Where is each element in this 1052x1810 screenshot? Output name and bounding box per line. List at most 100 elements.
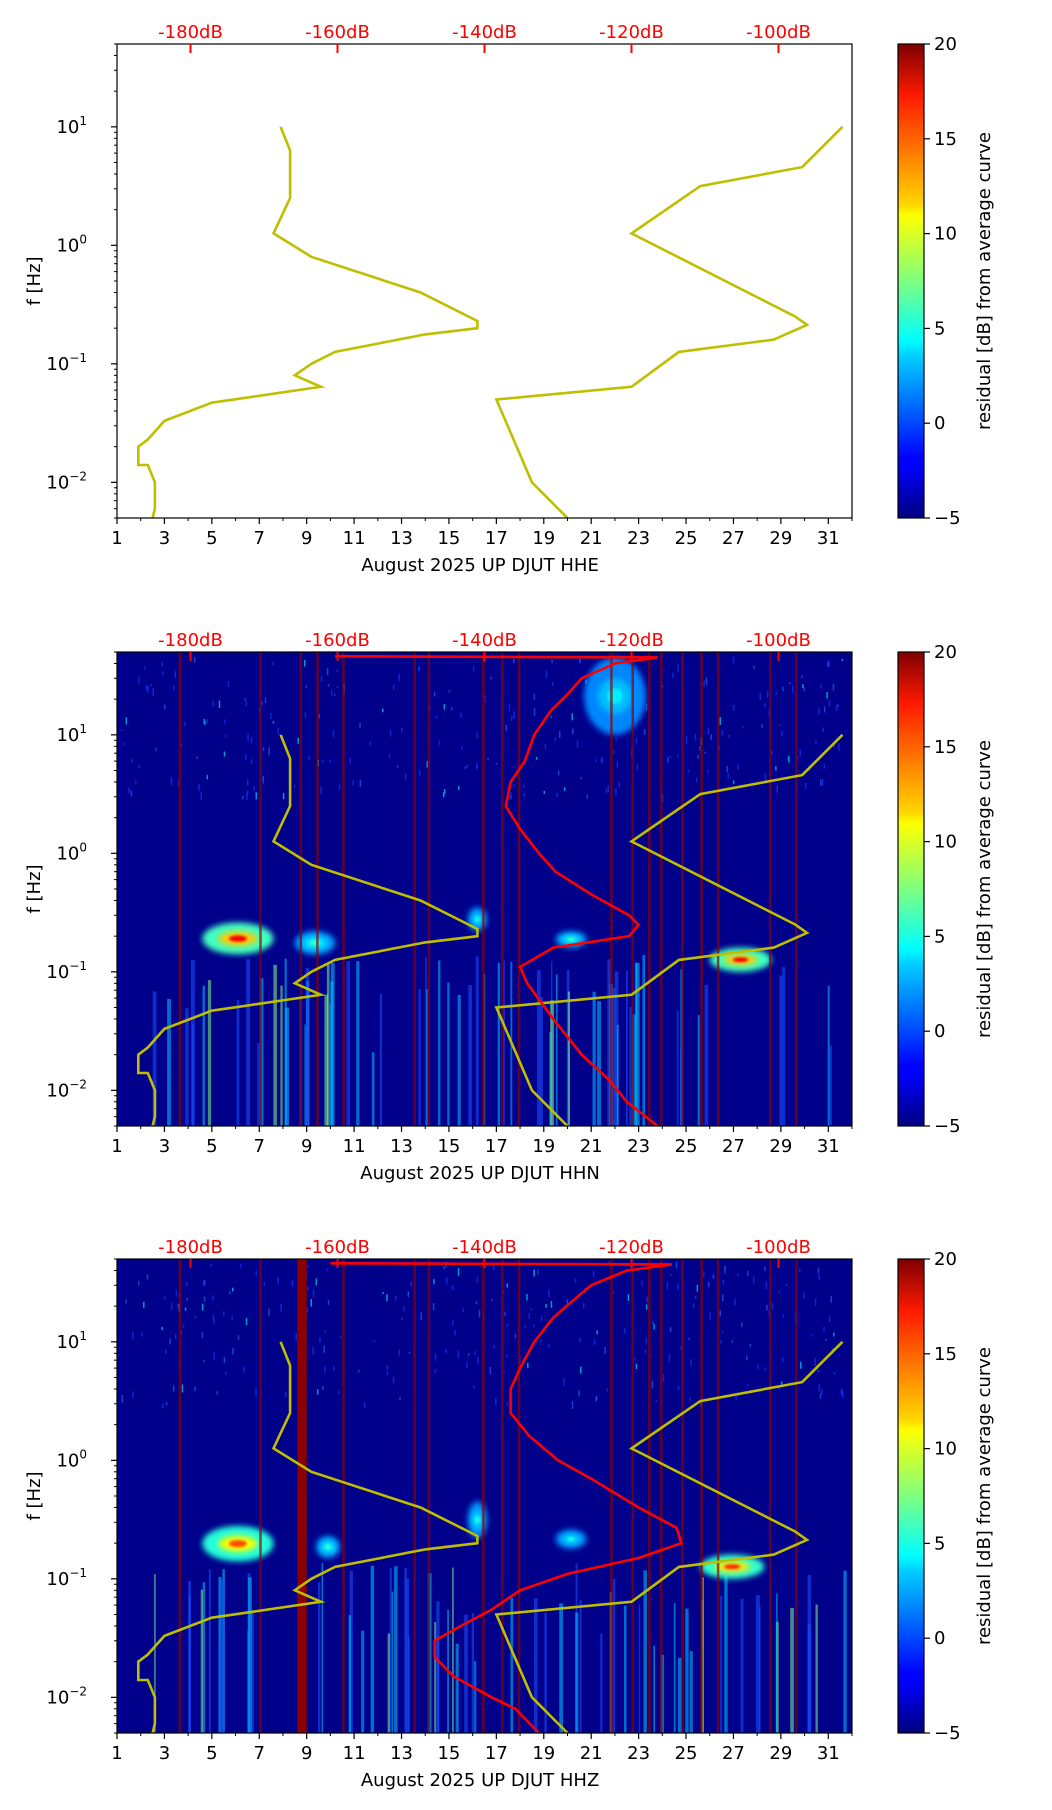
spectrogram-streak bbox=[624, 1605, 627, 1733]
spectrogram-speckle bbox=[369, 741, 372, 746]
spectrogram-streak bbox=[616, 1024, 619, 1126]
spectrogram-speckle bbox=[295, 1333, 297, 1341]
spectrogram-speckle bbox=[401, 1317, 403, 1321]
spectrogram-speckle bbox=[407, 1291, 410, 1298]
spectrogram-speckle bbox=[688, 1337, 690, 1340]
spectrogram-speckle bbox=[194, 1315, 196, 1319]
spectrogram-speckle bbox=[732, 656, 735, 664]
spectrogram-speckle bbox=[461, 746, 463, 750]
spectrogram-streak bbox=[642, 954, 646, 1126]
spectrogram-speckle bbox=[264, 697, 267, 704]
x-tick-label: 31 bbox=[817, 1743, 840, 1764]
energy-patch-core bbox=[325, 1544, 331, 1550]
spectrogram-speckle bbox=[434, 1353, 437, 1361]
spectrogram-speckle bbox=[709, 1311, 711, 1320]
spectrogram-speckle bbox=[476, 1276, 479, 1283]
spectrogram-speckle bbox=[777, 1387, 780, 1390]
spectrogram-speckle bbox=[548, 1289, 550, 1298]
spectrogram-speckle bbox=[318, 713, 321, 719]
spectrogram-speckle bbox=[830, 1295, 833, 1303]
spectrogram-speckle bbox=[489, 1366, 492, 1375]
spectrogram-speckle bbox=[358, 1369, 360, 1373]
spectrogram-speckle bbox=[585, 679, 587, 685]
spectrogram-speckle bbox=[579, 1337, 581, 1343]
spectrogram-speckle bbox=[147, 685, 149, 693]
y-tick-label: 10−1 bbox=[46, 959, 87, 983]
spectrogram-streak bbox=[776, 1593, 778, 1733]
spectrogram-speckle bbox=[672, 672, 674, 678]
energy-patch-core bbox=[475, 916, 480, 922]
spectrogram-speckle bbox=[323, 1345, 325, 1353]
high-residual-line bbox=[716, 1259, 720, 1733]
spectrogram-streak bbox=[843, 1570, 847, 1733]
x-tick-label: 1 bbox=[111, 1743, 122, 1764]
spectrogram-speckle bbox=[605, 789, 608, 794]
spectrogram-speckle bbox=[788, 755, 790, 763]
spectrogram-speckle bbox=[222, 1311, 225, 1317]
spectrogram-speckle bbox=[733, 704, 735, 711]
spectrogram-speckle bbox=[643, 728, 646, 735]
spectrogram-speckle bbox=[394, 1295, 397, 1301]
spectrogram-speckle bbox=[550, 1301, 553, 1308]
colorbar-tick-label: 15 bbox=[934, 737, 957, 758]
x-tick-label: 1 bbox=[111, 528, 122, 549]
spectrogram-speckle bbox=[212, 700, 214, 707]
spectrogram-speckle bbox=[321, 759, 324, 763]
spectrogram-speckle bbox=[130, 790, 133, 797]
spectrogram-speckle bbox=[333, 1366, 335, 1371]
spectrogram-streak bbox=[236, 999, 240, 1126]
colorbar-label: residual [dB] from average curve bbox=[974, 740, 995, 1038]
x-tick-label: 3 bbox=[159, 1743, 170, 1764]
colorbar-tick-label: 5 bbox=[934, 926, 945, 947]
spectrogram-speckle bbox=[563, 787, 566, 791]
nlnm-line bbox=[137, 126, 479, 518]
spectrogram-speckle bbox=[250, 759, 253, 765]
spectrogram-speckle bbox=[596, 1330, 598, 1335]
spectrogram-speckle bbox=[595, 759, 597, 762]
spectrogram-speckle bbox=[524, 1325, 527, 1329]
spectrogram-streak bbox=[677, 1657, 682, 1733]
spectrogram-speckle bbox=[741, 1322, 743, 1328]
spectrogram-speckle bbox=[174, 1333, 177, 1340]
spectrogram-speckle bbox=[826, 691, 828, 699]
spectrogram-speckle bbox=[510, 716, 513, 722]
high-residual-line bbox=[342, 652, 345, 1126]
spectrogram-streak bbox=[273, 964, 277, 1126]
spectrogram-speckle bbox=[606, 1388, 609, 1392]
spectrogram-speckle bbox=[825, 1338, 827, 1341]
x-tick-label: 11 bbox=[343, 1743, 366, 1764]
spectrogram-speckle bbox=[574, 1278, 577, 1283]
high-residual-line bbox=[178, 652, 182, 1126]
x-tick-label: 5 bbox=[206, 1743, 217, 1764]
spectrogram-speckle bbox=[766, 690, 769, 698]
y-axis-label: f [Hz] bbox=[24, 256, 45, 305]
energy-patch-core bbox=[229, 935, 247, 942]
spectrogram-speckle bbox=[707, 1281, 710, 1288]
spectrogram-speckle bbox=[786, 757, 789, 761]
spectrogram-speckle bbox=[735, 1395, 737, 1400]
spectrogram-speckle bbox=[747, 1383, 749, 1387]
spectrogram-streak bbox=[154, 1573, 156, 1733]
spectrogram-speckle bbox=[692, 1303, 695, 1309]
spectrogram-speckle bbox=[537, 1269, 539, 1276]
spectrogram-speckle bbox=[141, 1332, 143, 1337]
spectrogram-streak bbox=[349, 1570, 353, 1733]
colorbar: −5 0 5 10 15 20 residual [dB] from average cur… bbox=[897, 1249, 995, 1744]
spectrogram-speckle bbox=[263, 1281, 266, 1286]
spectrogram-streak bbox=[219, 1636, 222, 1733]
nlnm-line bbox=[137, 734, 479, 1126]
spectrogram-speckle bbox=[484, 694, 486, 699]
spectrogram-speckle bbox=[533, 1324, 535, 1328]
x-tick-label: 7 bbox=[254, 1743, 265, 1764]
spectrogram-speckle bbox=[495, 1397, 497, 1406]
energy-patch-core bbox=[567, 937, 575, 942]
spectrogram-speckle bbox=[161, 1326, 163, 1331]
spectrogram-streak bbox=[391, 1591, 394, 1733]
spectrogram-speckle bbox=[193, 656, 196, 663]
colorbar-label: residual [dB] from average curve bbox=[974, 132, 995, 430]
spectrogram-streak bbox=[510, 1597, 514, 1733]
x-tick-label: 7 bbox=[254, 1136, 265, 1157]
spectrogram-speckle bbox=[742, 726, 745, 729]
spectrogram-speckle bbox=[635, 737, 638, 745]
